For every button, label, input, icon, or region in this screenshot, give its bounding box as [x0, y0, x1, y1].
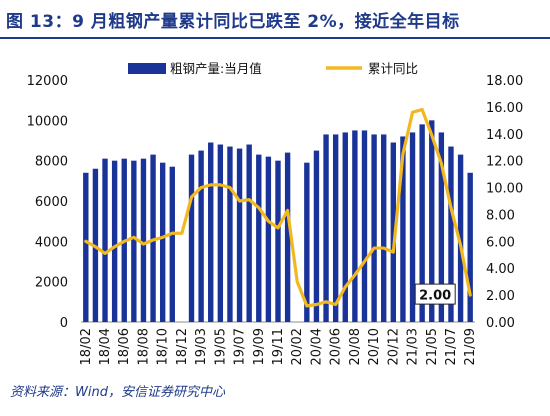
x-tick-label: 20/12: [386, 328, 401, 365]
left-y-tick-label: 6000: [35, 195, 68, 210]
left-y-tick-label: 2000: [35, 276, 68, 291]
bar: [217, 144, 224, 322]
line-series: [84, 107, 472, 308]
bar: [342, 132, 348, 322]
bar: [429, 120, 435, 322]
bar: [438, 132, 445, 322]
x-tick-label: 18/08: [136, 328, 151, 365]
x-tick-label: 19/05: [213, 328, 228, 365]
bar: [188, 154, 195, 322]
annotation-box: [414, 283, 456, 305]
x-tick-label: 21/03: [406, 328, 421, 365]
x-axis: 18/02 18/04 18/06 18/08 18/10 18/12 19/03 19/05…: [79, 328, 478, 365]
right-y-tick-label: 14.00: [486, 128, 523, 143]
bar: [150, 154, 156, 322]
bar: [227, 146, 233, 322]
bar: [332, 134, 339, 322]
bar: [131, 160, 137, 322]
bar: [371, 134, 377, 322]
right-y-tick-label: 18.00: [486, 74, 523, 89]
legend-bar-label: 粗钢产量:当月值: [170, 61, 262, 76]
figure-title: 图 13：9 月粗钢产量累计同比已跌至 2%，接近全年目标: [6, 12, 460, 32]
x-tick-label: 19/03: [194, 328, 209, 365]
x-tick-label: 20/04: [309, 328, 324, 365]
right-y-tick-label: 4.00: [486, 262, 515, 277]
right-y-tick-label: 2.00: [486, 289, 515, 304]
right-y-tick-label: 12.00: [486, 155, 523, 170]
bar: [352, 130, 358, 322]
title-bar: 图 13：9 月粗钢产量累计同比已跌至 2%，接近全年目标: [0, 0, 550, 39]
bar: [275, 160, 281, 322]
x-tick-label: 18/04: [98, 328, 113, 365]
x-tick-label: 20/08: [348, 328, 363, 365]
x-tick-label: 20/10: [367, 328, 382, 365]
bar: [83, 172, 89, 322]
bar: [381, 134, 387, 322]
x-tick-label: 19/11: [271, 328, 286, 365]
bar: [467, 172, 473, 322]
bar: [448, 146, 454, 322]
value-annotation: 2.00: [414, 283, 456, 305]
right-y-tick-label: 10.00: [486, 182, 523, 197]
bar: [419, 124, 425, 323]
x-tick-label: 20/02: [290, 328, 305, 365]
right-y-tick-label: 0.00: [486, 316, 515, 331]
bar: [198, 150, 204, 322]
bar: [236, 148, 243, 322]
bar: [457, 154, 464, 322]
annotation-label: 2.00: [419, 289, 451, 304]
x-tick-label: 18/12: [175, 328, 190, 365]
bar: [140, 158, 147, 322]
x-tick-label: 21/07: [444, 328, 459, 365]
left-y-tick-label: 8000: [35, 155, 68, 170]
x-tick-label: 21/05: [425, 328, 440, 365]
right-y-tick-label: 8.00: [486, 208, 515, 223]
bar: [208, 142, 214, 322]
legend-line-label: 累计同比: [368, 61, 418, 76]
bar: [246, 144, 252, 322]
bar: [304, 162, 310, 322]
bar: [284, 152, 291, 322]
bar-series: [83, 120, 473, 323]
legend: 粗钢产量:当月值 累计同比: [128, 61, 418, 76]
bar: [111, 160, 118, 322]
left-y-tick-label: 4000: [35, 235, 68, 250]
left-y-axis: 0 2000 4000 6000 8000 10000 12000: [27, 74, 68, 331]
bar: [159, 162, 166, 322]
bar: [409, 132, 416, 322]
source-note: 资料来源：Wind，安信证券研究中心: [10, 385, 225, 400]
x-tick-label: 18/02: [79, 328, 94, 365]
bar: [169, 166, 175, 322]
x-tick-label: 20/06: [329, 328, 344, 365]
bar: [390, 142, 397, 322]
bar: [361, 130, 368, 322]
left-y-tick-label: 10000: [27, 114, 68, 129]
x-tick-label: 21/09: [463, 328, 478, 365]
legend-bar-swatch: [128, 63, 166, 74]
bar: [323, 134, 329, 322]
bar: [313, 150, 320, 322]
x-tick-label: 19/09: [252, 328, 267, 365]
x-tick-label: 19/07: [233, 328, 248, 365]
left-y-tick-label: 12000: [27, 74, 68, 89]
bar: [265, 156, 272, 322]
right-y-tick-label: 16.00: [486, 101, 523, 116]
x-tick-label: 18/10: [156, 328, 171, 365]
bar: [400, 136, 406, 322]
left-y-tick-label: 0: [60, 316, 68, 331]
bar: [102, 158, 108, 322]
x-tick-label: 18/06: [117, 328, 132, 365]
right-y-axis: 0.00 2.00 4.00 6.00 8.00 10.00 12.00 14.00 16.00…: [486, 74, 523, 331]
right-y-tick-label: 6.00: [486, 235, 515, 250]
bar: [256, 154, 262, 322]
